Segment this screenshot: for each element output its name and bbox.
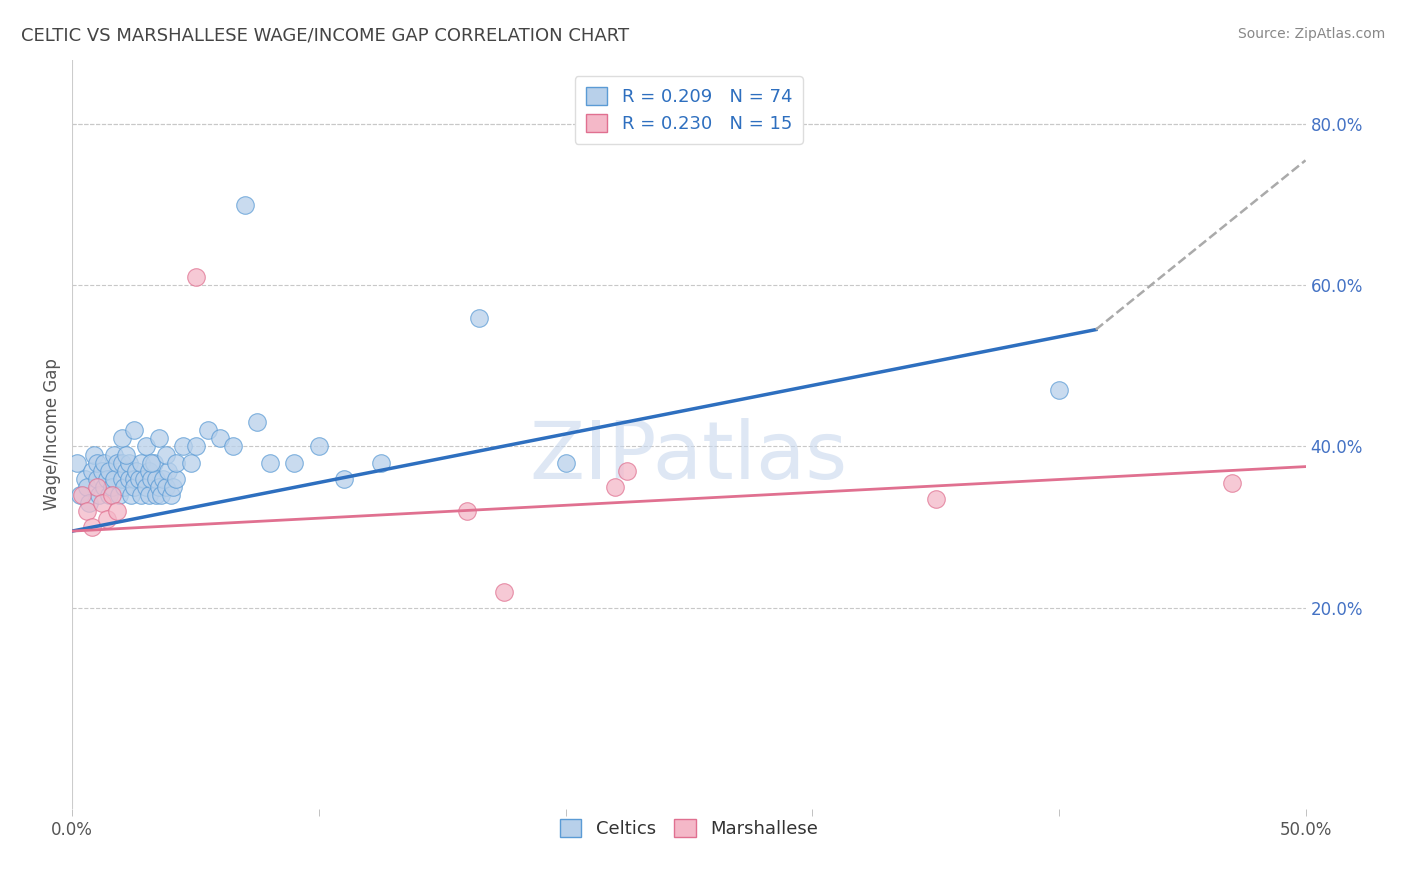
Point — [145, 488, 167, 502]
Point — [150, 488, 173, 502]
Point — [332, 472, 354, 486]
Point — [125, 464, 148, 478]
Point — [132, 472, 155, 486]
Point — [89, 488, 111, 502]
Point — [184, 270, 207, 285]
Text: Source: ZipAtlas.com: Source: ZipAtlas.com — [1237, 27, 1385, 41]
Point — [120, 488, 142, 502]
Point — [162, 480, 184, 494]
Point — [135, 480, 157, 494]
Point — [122, 472, 145, 486]
Point — [148, 480, 170, 494]
Point — [90, 464, 112, 478]
Point — [370, 456, 392, 470]
Point — [66, 456, 89, 470]
Point — [115, 448, 138, 462]
Point — [122, 423, 145, 437]
Y-axis label: Wage/Income Gap: Wage/Income Gap — [44, 359, 60, 510]
Point — [603, 480, 626, 494]
Point — [122, 480, 145, 494]
Point — [492, 584, 515, 599]
Point — [197, 423, 219, 437]
Point — [142, 456, 165, 470]
Point — [70, 488, 93, 502]
Point — [456, 504, 478, 518]
Point — [76, 480, 98, 494]
Point — [138, 488, 160, 502]
Point — [105, 504, 128, 518]
Point — [96, 512, 118, 526]
Point — [1047, 383, 1070, 397]
Point — [246, 415, 269, 429]
Point — [924, 491, 946, 506]
Point — [93, 456, 115, 470]
Text: CELTIC VS MARSHALLESE WAGE/INCOME GAP CORRELATION CHART: CELTIC VS MARSHALLESE WAGE/INCOME GAP CO… — [21, 27, 630, 45]
Point — [141, 456, 163, 470]
Point — [76, 504, 98, 518]
Point — [145, 472, 167, 486]
Point — [468, 310, 491, 325]
Point — [148, 431, 170, 445]
Point — [157, 464, 180, 478]
Point — [129, 488, 152, 502]
Point — [80, 520, 103, 534]
Point — [616, 464, 638, 478]
Point — [155, 448, 177, 462]
Point — [135, 440, 157, 454]
Point — [86, 472, 108, 486]
Point — [80, 464, 103, 478]
Point — [110, 456, 132, 470]
Point — [110, 472, 132, 486]
Point — [110, 431, 132, 445]
Point — [73, 472, 96, 486]
Point — [83, 448, 105, 462]
Point — [96, 472, 118, 486]
Point — [93, 480, 115, 494]
Point — [79, 496, 101, 510]
Point — [98, 464, 121, 478]
Point — [108, 488, 131, 502]
Point — [115, 464, 138, 478]
Point — [283, 456, 305, 470]
Point — [165, 456, 187, 470]
Point — [221, 440, 243, 454]
Point — [259, 456, 281, 470]
Legend: Celtics, Marshallese: Celtics, Marshallese — [553, 812, 825, 845]
Point — [69, 488, 91, 502]
Point — [138, 464, 160, 478]
Point — [209, 431, 232, 445]
Point — [98, 488, 121, 502]
Point — [165, 472, 187, 486]
Point — [184, 440, 207, 454]
Point — [180, 456, 202, 470]
Point — [90, 496, 112, 510]
Point — [233, 197, 256, 211]
Point — [160, 488, 183, 502]
Point — [86, 456, 108, 470]
Point — [100, 480, 122, 494]
Text: ZIPatlas: ZIPatlas — [530, 417, 848, 496]
Point — [128, 472, 150, 486]
Point — [103, 448, 125, 462]
Point — [554, 456, 576, 470]
Point — [141, 472, 163, 486]
Point — [129, 456, 152, 470]
Point — [308, 440, 330, 454]
Point — [118, 456, 141, 470]
Point — [1220, 475, 1243, 490]
Point — [105, 456, 128, 470]
Point — [172, 440, 194, 454]
Point — [112, 480, 135, 494]
Point — [118, 472, 141, 486]
Point — [155, 480, 177, 494]
Point — [100, 488, 122, 502]
Point — [86, 480, 108, 494]
Point — [152, 472, 174, 486]
Point — [103, 472, 125, 486]
